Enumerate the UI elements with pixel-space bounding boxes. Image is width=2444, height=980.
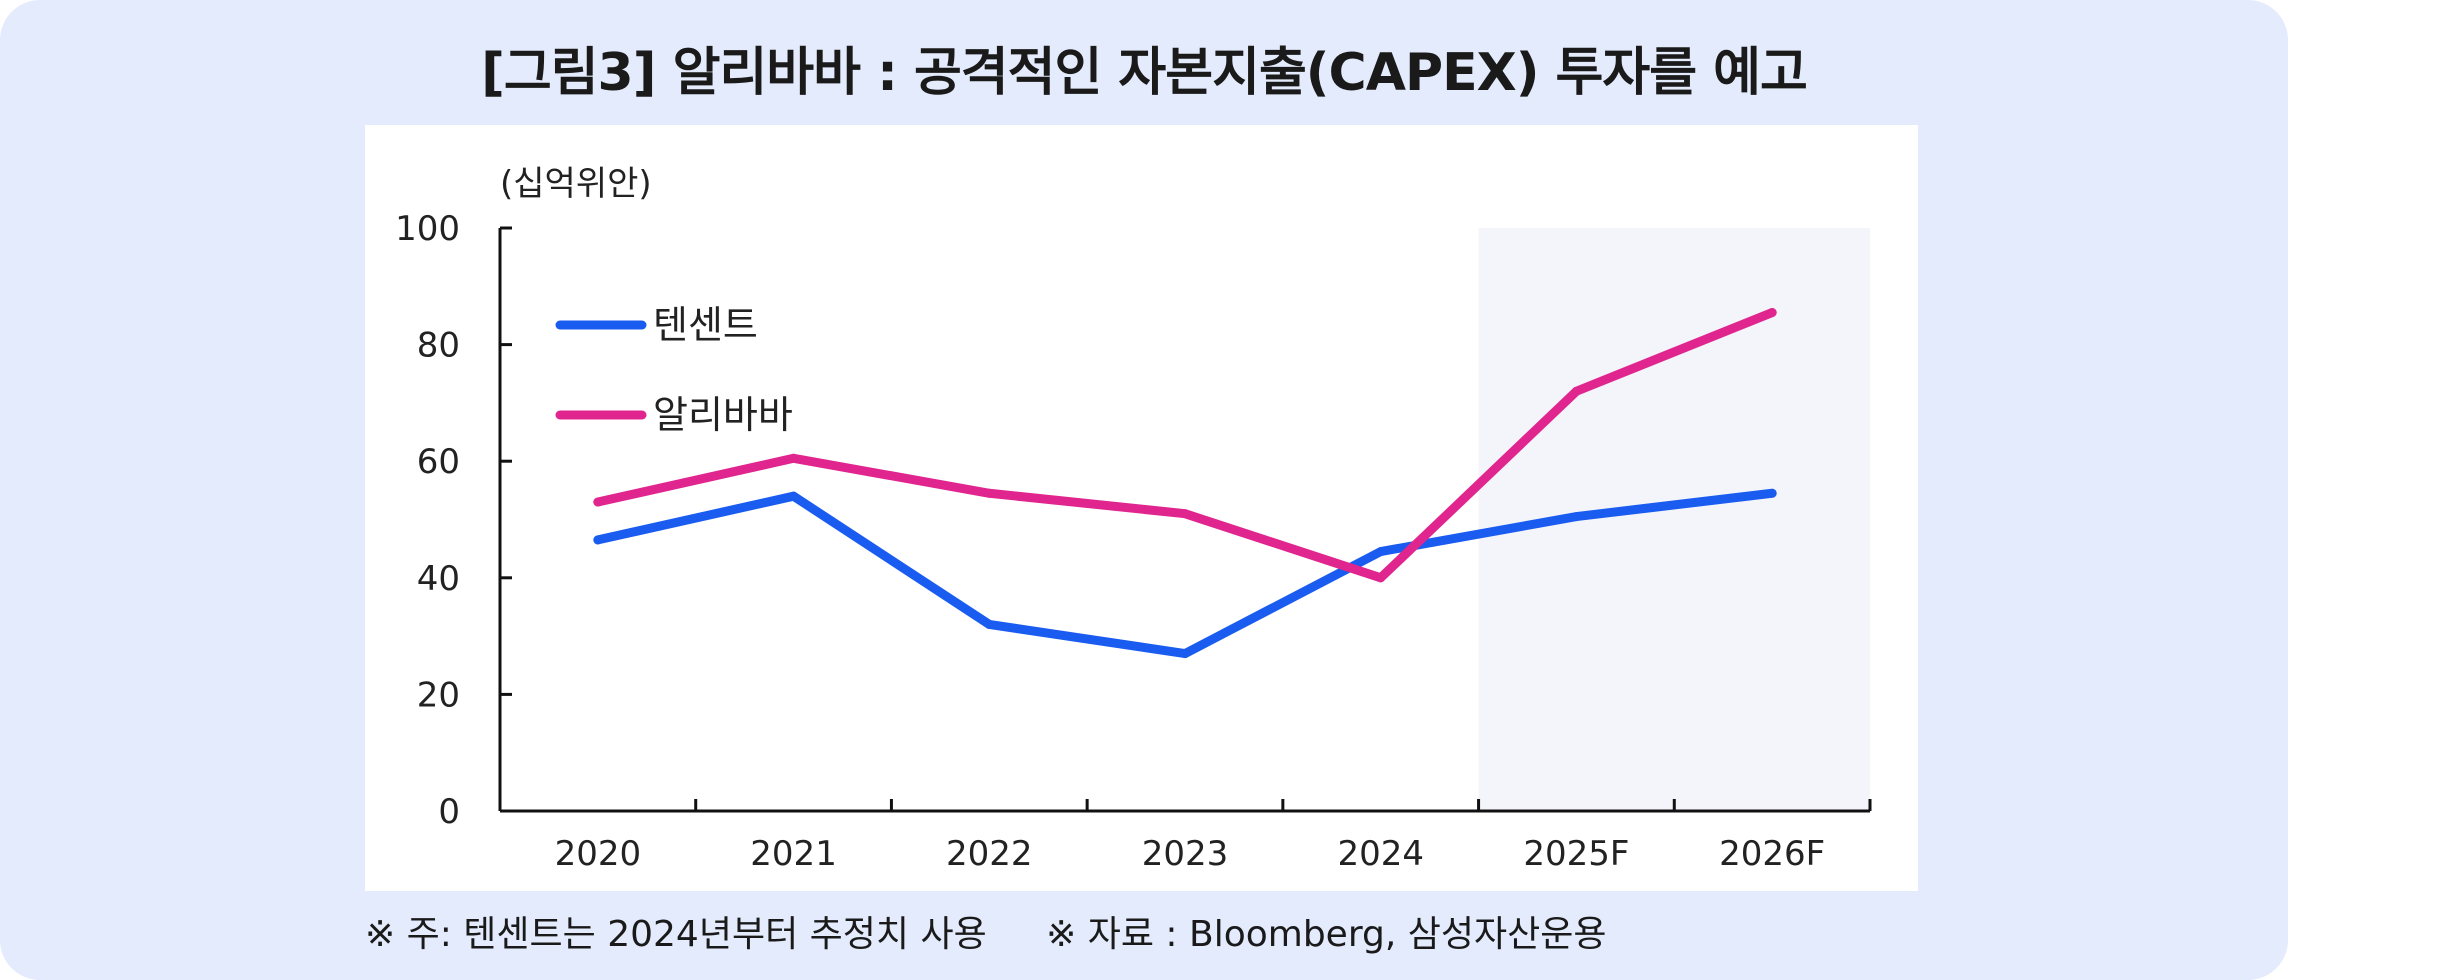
- data-point: [789, 453, 799, 463]
- legend-label: 텐센트: [653, 303, 758, 347]
- figure-title: [그림3] 알리바바 : 공격적인 자본지출(CAPEX) 투자를 예고: [481, 43, 1808, 103]
- data-point: [1571, 512, 1581, 522]
- legend-label: 알리바바: [653, 393, 793, 437]
- figure-panel: [그림3] 알리바바 : 공격적인 자본지출(CAPEX) 투자를 예고 0 20…: [0, 0, 2288, 980]
- data-point: [789, 491, 799, 501]
- data-point: [1767, 488, 1777, 498]
- x-tick-label: 2022: [946, 834, 1033, 874]
- data-point: [593, 497, 603, 507]
- data-point: [593, 535, 603, 545]
- chart-area: 0 20 40 60 80 100 2020 2021 2022 2023 2024 2025F 202…: [365, 125, 1918, 891]
- data-point: [984, 619, 994, 629]
- footnote: ※ 주: 텐센트는 2024년부터 추정치 사용: [365, 914, 987, 955]
- y-tick-label: 40: [417, 559, 460, 599]
- data-point: [1571, 386, 1581, 396]
- data-point: [1767, 308, 1777, 318]
- x-tick-label: 2023: [1142, 834, 1229, 874]
- y-tick-label: 0: [438, 792, 460, 832]
- y-axis-unit-label: (십억위안): [500, 164, 652, 204]
- series-layer: [593, 308, 1777, 659]
- figure-footer: ※ 주: 텐센트는 2024년부터 추정치 사용 ※ 자료 : Bloomber…: [365, 905, 1654, 957]
- data-point: [984, 488, 994, 498]
- data-point: [1376, 573, 1386, 583]
- y-tick-label: 60: [417, 442, 460, 482]
- source-note: ※ 자료 : Bloomberg, 삼성자산운용: [1046, 914, 1607, 955]
- data-point: [1180, 649, 1190, 659]
- y-tick-label: 20: [417, 675, 460, 715]
- x-tick-label: 2024: [1337, 834, 1424, 874]
- axes: 0 20 40 60 80 100 2020 2021 2022 2023 2024 2025F 202…: [395, 209, 1872, 874]
- data-point: [1376, 547, 1386, 557]
- x-tick-label: 2025F: [1523, 834, 1629, 874]
- y-tick-label: 80: [417, 326, 460, 366]
- x-tick-label: 2021: [750, 834, 837, 874]
- x-tick-label: 2026F: [1719, 834, 1825, 874]
- data-point: [1180, 509, 1190, 519]
- x-tick-label: 2020: [555, 834, 642, 874]
- y-tick-label: 100: [395, 209, 460, 249]
- line-chart: 0 20 40 60 80 100 2020 2021 2022 2023 2024 2025F 202…: [395, 164, 1872, 874]
